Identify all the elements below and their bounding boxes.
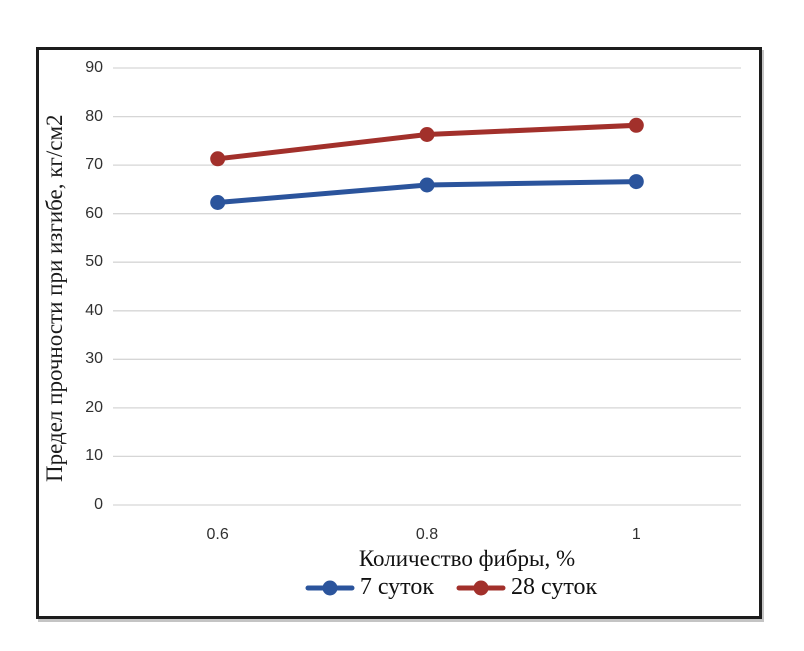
data-point bbox=[419, 177, 435, 193]
legend-marker-icon bbox=[456, 580, 506, 595]
x-tick-label: 0.6 bbox=[206, 526, 229, 543]
legend-label: 28 суток bbox=[511, 574, 598, 600]
legend-item: 7 суток bbox=[305, 574, 434, 601]
y-tick-label: 70 bbox=[85, 156, 103, 174]
y-tick-label: 10 bbox=[85, 447, 103, 465]
legend-item: 28 суток bbox=[456, 574, 597, 601]
y-tick-label: 50 bbox=[85, 253, 103, 271]
x-tick-label: 1 bbox=[631, 526, 641, 543]
y-tick-label: 90 bbox=[85, 59, 103, 76]
y-tick-label: 80 bbox=[85, 107, 103, 125]
data-point bbox=[419, 127, 435, 142]
legend-marker-icon bbox=[305, 580, 355, 595]
y-tick-label: 30 bbox=[85, 350, 103, 368]
chart-frame: Предел прочности при изгибе, кг/см2 0 10 2… bbox=[36, 47, 762, 619]
data-point bbox=[628, 117, 644, 133]
y-tick-label: 20 bbox=[85, 398, 103, 416]
data-point bbox=[210, 151, 226, 167]
legend-label: 7 суток bbox=[359, 574, 434, 600]
x-tick-label: 0.8 bbox=[415, 526, 439, 543]
y-tick-label: 60 bbox=[85, 204, 103, 222]
y-tick-label: 0 bbox=[94, 496, 103, 513]
chart-legend: 7 суток 28 суток bbox=[91, 574, 804, 601]
data-point bbox=[628, 174, 644, 190]
plot-area bbox=[113, 67, 741, 506]
x-axis-title: Количество фибры, % bbox=[358, 546, 576, 571]
data-point bbox=[210, 195, 226, 210]
y-tick-label: 40 bbox=[85, 301, 103, 319]
